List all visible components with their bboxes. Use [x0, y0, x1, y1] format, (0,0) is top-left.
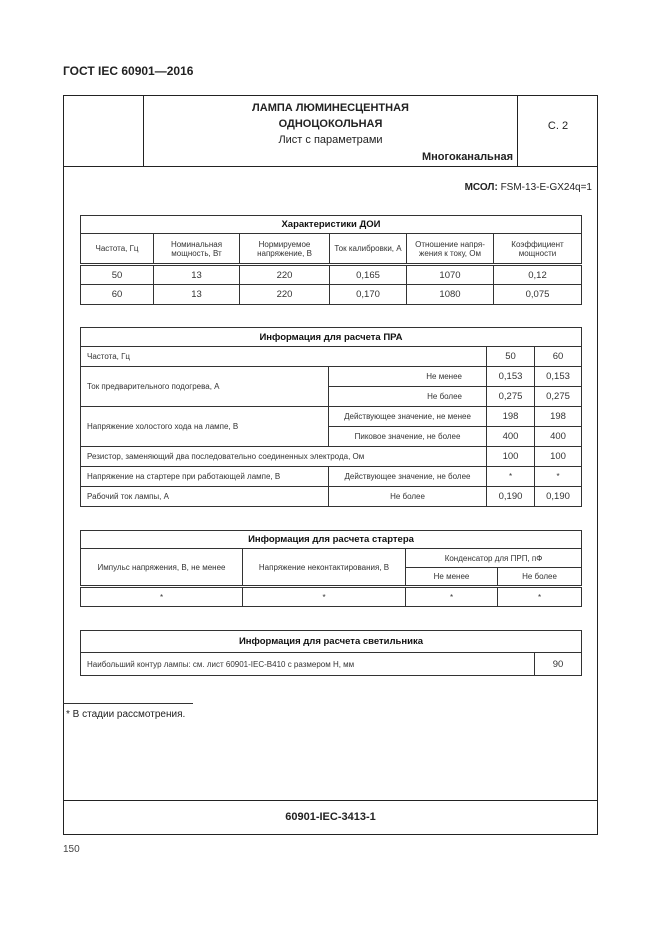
table-row: 60 13 220 0,170 1080 0,075 [80, 284, 582, 305]
column-header: Конденсатор для ПРП, пФ [405, 548, 582, 568]
lamp-type: Многоканальная [422, 151, 513, 163]
cell: 60 [534, 346, 582, 367]
cell: 50 [80, 264, 154, 285]
column-header: Ток калибровки, А [329, 233, 407, 266]
cell: Резистор, заменяющий два последовательно… [80, 446, 487, 467]
cell: 400 [534, 426, 582, 447]
sheet-title-box: ЛАМПА ЛЮМИНЕСЦЕНТНАЯ ОДНОЦОКОЛЬНАЯ Лист … [143, 95, 518, 167]
footnote: * В стадии рассмотрения. [66, 709, 186, 720]
cell: Не более [328, 486, 487, 507]
cell: 1080 [406, 284, 494, 305]
footnote-divider [63, 703, 193, 704]
column-header: Отношение напря-жения к току, Ом [406, 233, 494, 266]
cell: Напряжение холостого хода на лампе, В [80, 406, 329, 447]
cell: 400 [486, 426, 535, 447]
sheet-page: С. 2 [547, 120, 569, 132]
cell: Не менее [328, 366, 487, 387]
msol-value: FSM-13-E-GX24q=1 [500, 182, 592, 193]
cell: 0,153 [534, 366, 582, 387]
cell: Не более [328, 386, 487, 407]
cell: 198 [534, 406, 582, 427]
cell: 220 [239, 284, 330, 305]
title-line-2: ОДНОЦОКОЛЬНАЯ [278, 118, 383, 130]
table-title: Характеристики ДОИ [80, 215, 582, 234]
cell: 1070 [406, 264, 494, 285]
cell: 198 [486, 406, 535, 427]
cell: 50 [486, 346, 535, 367]
cell: Рабочий ток лампы, А [80, 486, 329, 507]
cell: * [242, 586, 406, 607]
cell: * [80, 586, 243, 607]
luminaire-table: Информация для расчета светильника Наибо… [80, 630, 582, 676]
table-title: Информация для расчета светильника [80, 630, 582, 653]
table-title: Информация для расчета стартера [80, 530, 582, 549]
cell: * [405, 586, 498, 607]
cell: 100 [486, 446, 535, 467]
cell: * [534, 466, 582, 487]
column-header: Номинальная мощность, Вт [153, 233, 240, 266]
cell: Действующее значение, не более [328, 466, 487, 487]
column-header: Нормируемое напряжение, В [239, 233, 330, 266]
cell: 100 [534, 446, 582, 467]
document-id: ГОСТ IEC 60901—2016 [63, 64, 194, 78]
cell: 0,12 [493, 264, 582, 285]
msol-label: МСОЛ: [464, 182, 498, 193]
cell: Пиковое значение, не более [328, 426, 487, 447]
cell: Ток предварительного подогрева, А [80, 366, 329, 407]
column-header: Частота, Гц [80, 233, 154, 266]
cell: Напряжение на стартере при работающей ла… [80, 466, 329, 487]
cell: * [486, 466, 535, 487]
sheet-code: 60901-IEC-3413-1 [63, 800, 598, 835]
cell: 0,190 [486, 486, 535, 507]
cell: 90 [534, 652, 582, 676]
title-line-1: ЛАМПА ЛЮМИНЕСЦЕНТНАЯ [252, 102, 409, 114]
cell: Наибольший контур лампы: см. лист 60901-… [80, 652, 535, 676]
column-header: Напряжение неконтактирования, В [242, 548, 406, 588]
ballast-table: Информация для расчета ПРА Частота, Гц 50… [80, 327, 582, 507]
cell: 60 [80, 284, 154, 305]
table-title: Информация для расчета ПРА [80, 327, 582, 347]
column-header: Импульс напряжения, В, не менее [80, 548, 243, 588]
cell: Действующее значение, не менее [328, 406, 487, 427]
cell: * [497, 586, 582, 607]
column-header: Не менее [405, 567, 498, 588]
cell: 0,075 [493, 284, 582, 305]
cell: 0,165 [329, 264, 407, 285]
table-row: 50 13 220 0,165 1070 0,12 [80, 264, 582, 285]
cell: 0,275 [534, 386, 582, 407]
column-header: Не более [497, 567, 582, 588]
page-number: 150 [63, 844, 80, 855]
starter-table: Информация для расчета стартера Импульс … [80, 530, 582, 607]
cell: Частота, Гц [80, 346, 487, 367]
sheet-frame [63, 95, 598, 835]
doi-table: Характеристики ДОИ Частота, Гц Номинальн… [80, 215, 582, 305]
cell: 0,275 [486, 386, 535, 407]
cell: 220 [239, 264, 330, 285]
cell: 0,170 [329, 284, 407, 305]
cell: 0,190 [534, 486, 582, 507]
table-row: * * * * [80, 586, 582, 607]
subtitle: Лист с параметрами [278, 134, 383, 146]
msol-code: МСОЛ: FSM-13-E-GX24q=1 [465, 182, 592, 193]
cell: 13 [153, 284, 240, 305]
sheet-header [63, 95, 598, 167]
cell: 0,153 [486, 366, 535, 387]
cell: 13 [153, 264, 240, 285]
column-header: Коэффициент мощности [493, 233, 582, 266]
